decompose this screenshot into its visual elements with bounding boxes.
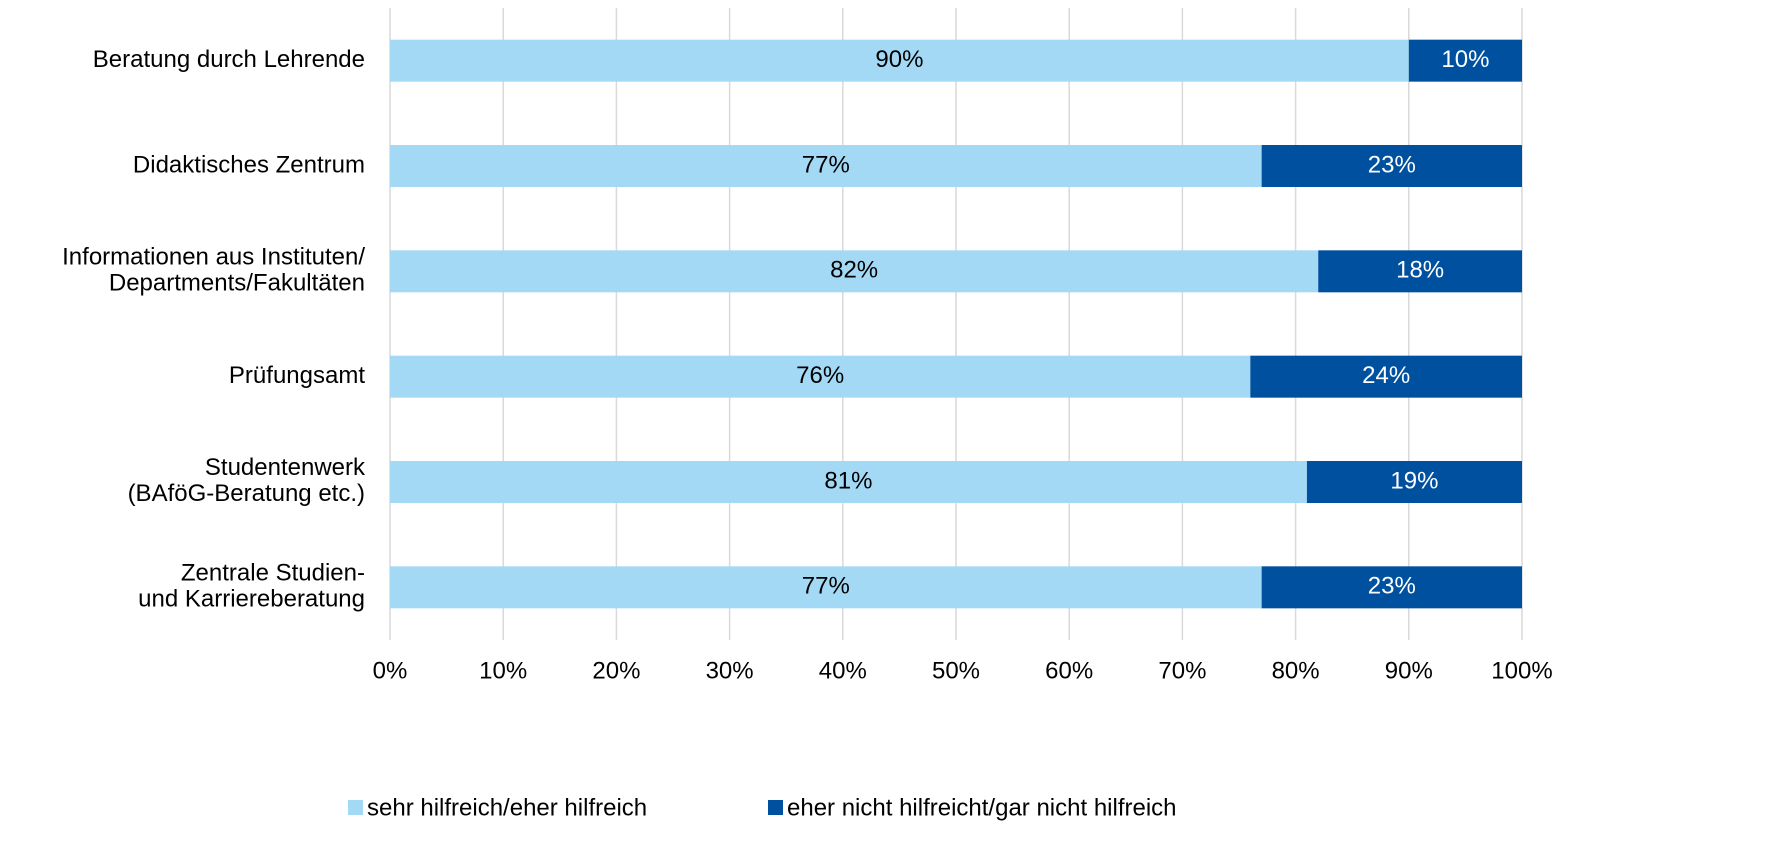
legend-label: sehr hilfreich/eher hilfreich	[367, 794, 647, 821]
legend-label: eher nicht hilfreicht/gar nicht hilfreic…	[787, 794, 1177, 821]
bar-segment	[390, 39, 1409, 82]
x-tick-label: 50%	[932, 657, 980, 684]
x-tick-label: 40%	[819, 657, 867, 684]
data-label: 18%	[1396, 257, 1444, 284]
bar-segment	[390, 566, 1262, 609]
y-tick-label: Beratung durch Lehrende	[93, 46, 365, 73]
bar-segment	[390, 461, 1307, 503]
data-label: 81%	[824, 467, 872, 494]
bar-segment	[390, 250, 1319, 293]
data-label: 19%	[1390, 467, 1438, 494]
bar-segment	[1306, 461, 1522, 503]
data-label: 77%	[802, 573, 850, 600]
bar-segment	[1250, 355, 1522, 398]
x-tick-label: 100%	[1491, 657, 1552, 684]
x-tick-label: 80%	[1272, 657, 1320, 684]
x-tick-label: 0%	[373, 657, 408, 684]
x-tick-label: 60%	[1045, 657, 1093, 684]
bar-segment	[1408, 39, 1522, 82]
bar-segment	[1261, 566, 1522, 609]
legend-swatch	[348, 800, 363, 815]
bar-segment	[390, 355, 1251, 398]
data-label: 82%	[830, 257, 878, 284]
bar-segment	[1318, 250, 1522, 293]
x-tick-label: 10%	[479, 657, 527, 684]
data-label: 90%	[875, 46, 923, 73]
y-tick-label: Didaktisches Zentrum	[133, 151, 365, 178]
y-tick-label: Prüfungsamt	[229, 362, 365, 389]
data-label: 24%	[1362, 362, 1410, 389]
data-label: 23%	[1368, 151, 1416, 178]
x-tick-label: 20%	[592, 657, 640, 684]
data-label: 10%	[1441, 46, 1489, 73]
x-tick-label: 70%	[1158, 657, 1206, 684]
data-label: 23%	[1368, 573, 1416, 600]
y-tick-label: Informationen aus Instituten/Departments…	[62, 244, 365, 297]
x-tick-label: 90%	[1385, 657, 1433, 684]
legend-swatch	[768, 800, 783, 815]
bar-segment	[390, 145, 1262, 187]
data-label: 77%	[802, 151, 850, 178]
x-tick-label: 30%	[706, 657, 754, 684]
bar-segment	[1261, 145, 1522, 187]
y-tick-label: Zentrale Studien-und Karriereberatung	[138, 560, 365, 613]
data-label: 76%	[796, 362, 844, 389]
y-tick-label: Studentenwerk (BAföG-Beratung etc.)	[128, 454, 366, 507]
